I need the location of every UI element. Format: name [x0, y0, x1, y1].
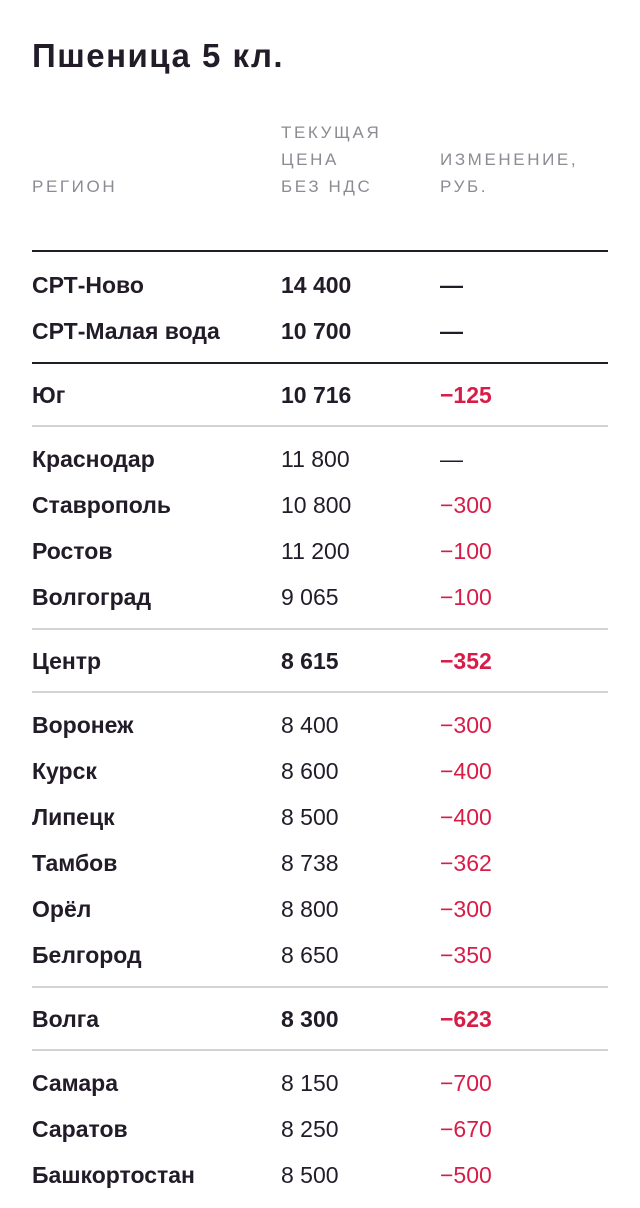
change-cell: −500 [440, 1162, 492, 1188]
region-cell: Липецк [32, 804, 115, 830]
region-cell: Самара [32, 1070, 119, 1096]
table-row: СРТ-Малая вода 10 700 — [32, 308, 608, 354]
table-row: Воронеж 8 400 −300 [32, 702, 608, 748]
change-cell: −352 [440, 648, 492, 674]
table-row: Липецк 8 500 −400 [32, 794, 608, 840]
column-header-line: ЦЕНА [281, 150, 339, 169]
price-cell: 11 800 [281, 446, 350, 472]
region-cell: Краснодар [32, 446, 155, 472]
region-cell: Курск [32, 758, 97, 784]
change-cell: — [440, 446, 463, 472]
table-row: Волгоград 9 065 −100 [32, 574, 608, 620]
price-cell: 8 250 [281, 1116, 339, 1142]
region-cell: Ставрополь [32, 492, 172, 518]
region-cell: СРТ-Ново [32, 272, 144, 298]
table-row: СРТ-Ново 14 400 — [32, 262, 608, 308]
column-header-line: ТЕКУЩАЯ [281, 123, 382, 142]
column-header-line: ИЗМЕНЕНИЕ, [440, 150, 579, 169]
subregion-group: Воронеж 8 400 −300 Курск 8 600 −400 Липецк 8 50… [32, 691, 608, 986]
price-cell: 10 716 [281, 382, 352, 408]
column-header-line: БЕЗ НДС [281, 177, 373, 196]
table-header: РЕГИОН ТЕКУЩАЯ ЦЕНА БЕЗ НДС ИЗМЕНЕНИЕ, Р… [32, 121, 608, 252]
region-summary-group: Центр 8 615 −352 [32, 628, 608, 691]
column-header-price: ТЕКУЩАЯ ЦЕНА БЕЗ НДС [281, 119, 381, 200]
table-row: Юг 10 716 −125 [32, 372, 608, 418]
change-cell: −100 [440, 584, 492, 610]
region-cell: Воронеж [32, 712, 134, 738]
change-cell: −400 [440, 804, 492, 830]
table-row: Самара 8 150 −700 [32, 1060, 608, 1106]
region-summary-group: Волга 8 300 −623 [32, 986, 608, 1049]
table-body: СРТ-Ново 14 400 — СРТ-Малая вода 10 700 — Юг 10… [32, 252, 608, 1206]
region-cell: Белгород [32, 942, 142, 968]
column-header-region: РЕГИОН [32, 173, 117, 200]
region-cell: Башкортостан [32, 1162, 195, 1188]
price-cell: 8 300 [281, 1006, 339, 1032]
column-header-line: РЕГИОН [32, 177, 118, 196]
table-row: Орёл 8 800 −300 [32, 886, 608, 932]
region-cell: СРТ-Малая вода [32, 318, 220, 344]
price-cell: 8 738 [281, 850, 339, 876]
region-cell: Волга [32, 1006, 100, 1032]
region-cell: Центр [32, 648, 102, 674]
region-cell: Саратов [32, 1116, 128, 1142]
change-cell: −100 [440, 538, 492, 564]
price-cell: 10 700 [281, 318, 352, 344]
subregion-group: Краснодар 11 800 — Ставрополь 10 800 −300 Рост… [32, 425, 608, 628]
region-cell: Тамбов [32, 850, 118, 876]
price-cell: 14 400 [281, 272, 352, 298]
price-cell: 11 200 [281, 538, 350, 564]
change-cell: −300 [440, 712, 492, 738]
price-cell: 8 615 [281, 648, 339, 674]
price-cell: 8 500 [281, 804, 339, 830]
region-cell: Ростов [32, 538, 113, 564]
change-cell: −300 [440, 896, 492, 922]
price-cell: 8 650 [281, 942, 339, 968]
table-row: Центр 8 615 −352 [32, 638, 608, 684]
region-cell: Юг [32, 382, 66, 408]
table-row: Курск 8 600 −400 [32, 748, 608, 794]
price-cell: 8 150 [281, 1070, 339, 1096]
change-cell: — [440, 272, 463, 298]
price-cell: 8 600 [281, 758, 339, 784]
table-row: Ростов 11 200 −100 [32, 528, 608, 574]
table-row: Белгород 8 650 −350 [32, 932, 608, 978]
table-row: Ставрополь 10 800 −300 [32, 482, 608, 528]
change-cell: −300 [440, 492, 492, 518]
change-cell: −400 [440, 758, 492, 784]
subregion-group: Самара 8 150 −700 Саратов 8 250 −670 Башкортос… [32, 1049, 608, 1206]
column-header-line: РУБ. [440, 177, 489, 196]
change-cell: −362 [440, 850, 492, 876]
table-row: Башкортостан 8 500 −500 [32, 1152, 608, 1198]
region-cell: Орёл [32, 896, 92, 922]
table-row: Тамбов 8 738 −362 [32, 840, 608, 886]
price-cell: 10 800 [281, 492, 352, 518]
change-cell: −125 [440, 382, 492, 408]
price-cell: 8 400 [281, 712, 339, 738]
table-row: Волга 8 300 −623 [32, 996, 608, 1042]
table-row: Саратов 8 250 −670 [32, 1106, 608, 1152]
price-cell: 8 500 [281, 1162, 339, 1188]
price-cell: 9 065 [281, 584, 339, 610]
change-cell: −623 [440, 1006, 492, 1032]
column-header-change: ИЗМЕНЕНИЕ, РУБ. [440, 146, 578, 200]
terminal-group: СРТ-Ново 14 400 — СРТ-Малая вода 10 700 — [32, 252, 608, 362]
change-cell: −700 [440, 1070, 492, 1096]
change-cell: — [440, 318, 463, 344]
change-cell: −350 [440, 942, 492, 968]
price-cell: 8 800 [281, 896, 339, 922]
region-summary-group: Юг 10 716 −125 [32, 362, 608, 425]
region-cell: Волгоград [32, 584, 152, 610]
change-cell: −670 [440, 1116, 492, 1142]
page-title: Пшеница 5 кл. [32, 37, 285, 74]
table-row: Краснодар 11 800 — [32, 436, 608, 482]
